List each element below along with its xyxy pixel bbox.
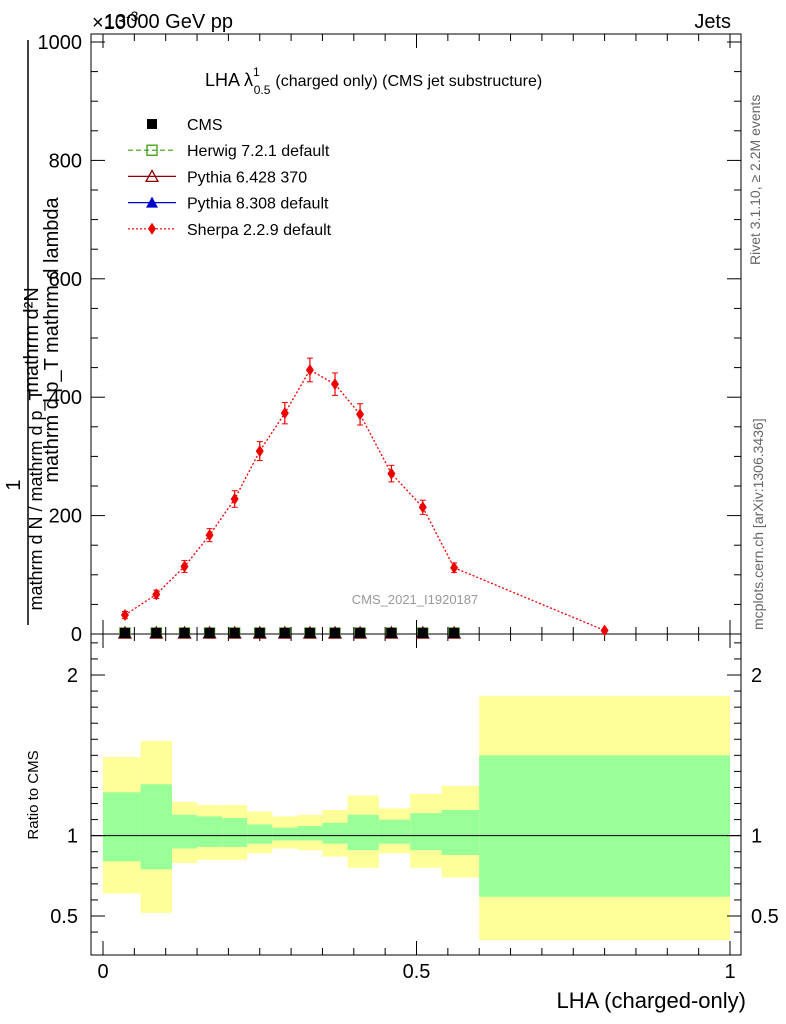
sherpa-point: [387, 467, 396, 480]
legend: CMS Herwig 7.2.1 default Pythia 6.428 370 P…: [128, 117, 332, 239]
sherpa-point: [600, 624, 609, 637]
ratio-uncertainty-bands: [103, 695, 730, 941]
sherpa-point: [230, 493, 239, 506]
ratio-y-tick-label-right: 1: [751, 826, 762, 848]
data-series: [117, 357, 609, 639]
legend-marker: [147, 119, 157, 129]
y-title-numerator: mathrm d²N: [21, 287, 43, 393]
main-y-tick-label: 800: [49, 150, 82, 172]
y-title-denominator: mathrm d N / mathrm d p_T: [26, 389, 47, 610]
ratio-band-inner: [222, 817, 248, 847]
ratio-y-axis-title: Ratio to CMS: [25, 750, 42, 839]
legend-label: CMS: [187, 117, 223, 134]
ratio-band-inner: [272, 827, 298, 841]
ratio-band-inner: [247, 824, 273, 844]
legend-marker: [148, 222, 156, 235]
ratio-band-inner: [322, 822, 348, 844]
data-point-cms: [386, 628, 397, 638]
plot-title: LHA λ1 0.5 (charged only) (CMS jet substru…: [205, 65, 542, 97]
sherpa-point: [418, 501, 427, 514]
x-tick-label: 0: [97, 961, 108, 983]
analysis-watermark: CMS_2021_I1920187: [352, 592, 479, 607]
legend-label: Sherpa 2.2.9 default: [187, 222, 332, 239]
rivet-version-label: Rivet 3.1.10, ≥ 2.2M events: [747, 95, 763, 265]
ratio-band-inner: [140, 784, 172, 870]
data-point-cms: [355, 628, 366, 638]
sherpa-point: [330, 378, 339, 391]
ratio-y-tick-label: 2: [67, 665, 78, 687]
data-point-cms: [417, 628, 428, 638]
data-point-cms: [304, 628, 315, 638]
x-tick-label: 1: [724, 961, 735, 983]
exponent-label: ×10-3: [92, 8, 139, 34]
ratio-band-inner: [171, 814, 198, 849]
ratio-y-tick-label-right: 0.5: [751, 906, 779, 928]
ratio-band-inner: [378, 819, 411, 844]
main-y-axis-title-denominator: mathrm d N / mathrm d p_T: [26, 389, 47, 610]
x-axis-title: LHA (charged-only): [556, 988, 746, 1013]
ratio-y-tick-label: 1: [67, 826, 78, 848]
sherpa-point: [180, 560, 189, 573]
main-y-tick-label: 0: [71, 624, 82, 646]
ratio-band-inner: [197, 816, 223, 847]
sherpa-point: [356, 408, 365, 421]
sherpa-point: [205, 529, 214, 542]
data-point-cms: [204, 628, 215, 638]
data-point-cms: [449, 628, 460, 638]
data-point-cms: [179, 628, 190, 638]
legend-label: Herwig 7.2.1 default: [187, 143, 330, 160]
ratio-band-inner: [441, 809, 480, 855]
mcplots-label: mcplots.cern.ch [arXiv:1306.3436]: [750, 418, 766, 630]
main-y-tick-label: 600: [49, 269, 82, 291]
data-point-cms: [119, 628, 130, 638]
sherpa-point: [120, 609, 129, 622]
ratio-y-tick-label: 0.5: [50, 906, 78, 928]
main-y-tick-label: 1000: [38, 32, 83, 54]
sherpa-point: [450, 561, 459, 574]
ratio-band-inner: [479, 755, 730, 897]
y-title-numerator-line: mathrm d p_T mathrm d lambda: [41, 196, 63, 482]
data-point-cms: [229, 628, 240, 638]
data-point-cms: [151, 628, 162, 638]
main-y-axis-title: mathrm d²N mathrm d p_T mathrm d lambda: [21, 196, 63, 482]
sherpa-point: [152, 588, 161, 601]
sherpa-point: [305, 363, 314, 376]
data-point-cms: [279, 628, 290, 638]
ratio-band-inner: [103, 792, 141, 862]
legend-marker: [146, 144, 158, 156]
ratio-band-inner: [410, 813, 442, 851]
data-point-cms: [254, 628, 265, 638]
category-label: Jets: [694, 11, 731, 33]
x-tick-label: 0.5: [403, 961, 431, 983]
main-y-tick-label: 400: [49, 387, 82, 409]
ratio-band-inner: [297, 826, 323, 841]
legend-marker: [146, 196, 158, 208]
legend-label: Pythia 6.428 370: [187, 169, 307, 186]
main-y-tick-label: 200: [49, 506, 82, 528]
y-title-one: 1: [3, 479, 25, 490]
ratio-y-tick-label-right: 2: [751, 665, 762, 687]
sherpa-point: [255, 445, 264, 458]
ratio-band-inner: [347, 814, 379, 851]
main-axis-ticks: 0 200 400 600 800 1000: [38, 32, 741, 646]
sherpa-curve: [124, 369, 605, 632]
data-point-cms: [329, 628, 340, 638]
energy-label: 13000 GeV pp: [104, 11, 233, 33]
main-y-axis-title-prefix: 1: [3, 479, 25, 490]
legend-label: Pythia 8.308 default: [187, 196, 329, 213]
legend-marker: [144, 169, 160, 183]
sherpa-point: [280, 407, 289, 420]
